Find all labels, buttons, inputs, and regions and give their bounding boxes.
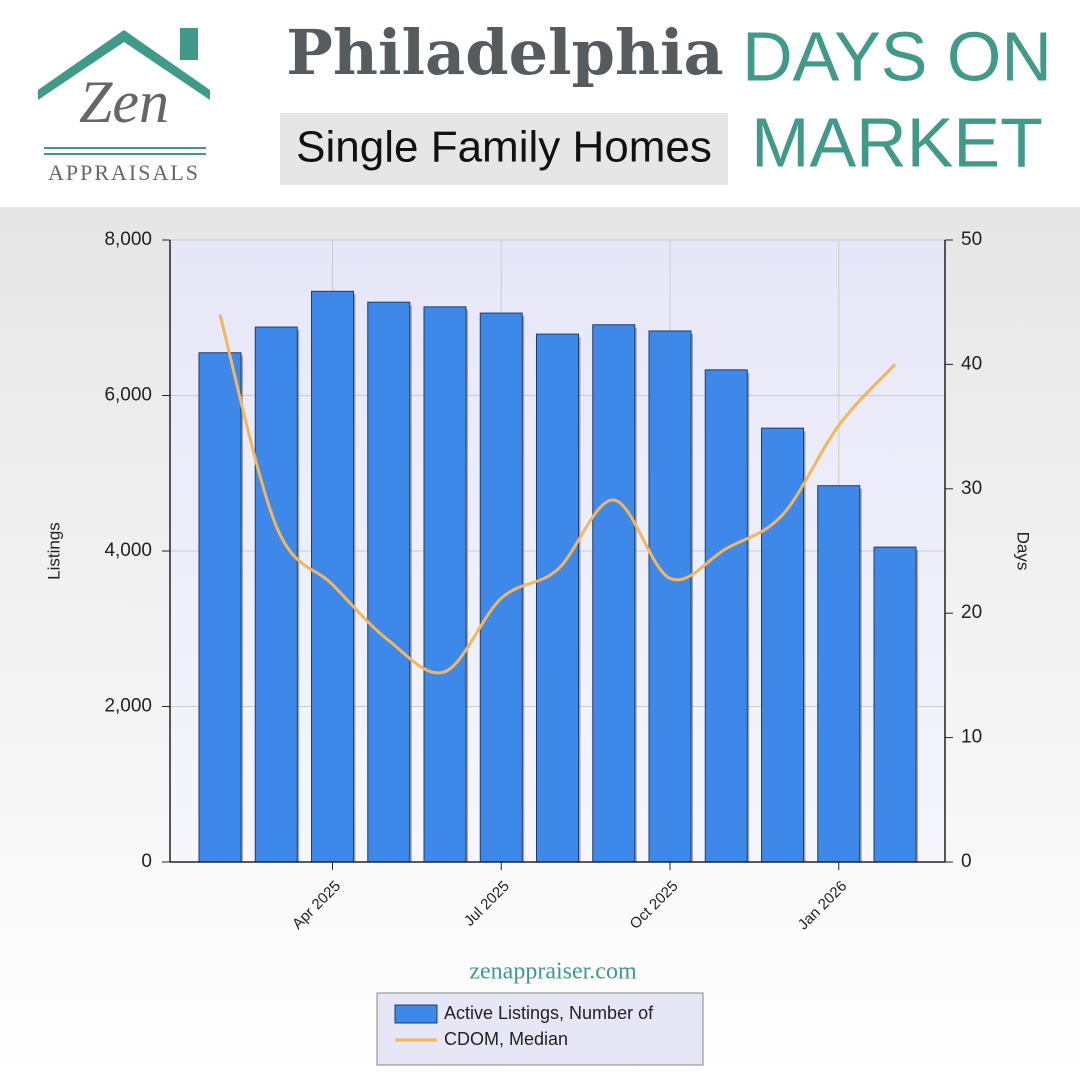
logo-name: Zen [79, 69, 169, 135]
bar [423, 306, 467, 863]
y-tick-label: 6,000 [104, 385, 152, 406]
bar [704, 369, 748, 863]
line [218, 314, 897, 675]
y2-tick-label: 20 [961, 602, 982, 623]
bar [254, 326, 298, 863]
bar [311, 290, 354, 863]
bar [817, 485, 861, 863]
y-tick-label: 4,000 [104, 540, 152, 561]
city-title: Philadelphia [286, 16, 723, 89]
bar [648, 330, 692, 863]
y2-tick-label: 0 [961, 851, 972, 872]
y2-tick-label: 50 [961, 229, 982, 250]
legend-label: CDOM, Median [444, 1029, 568, 1049]
bar [873, 546, 917, 863]
y2-axis-label: Days [1014, 532, 1033, 571]
legend-label: Active Listings, Number of [444, 1003, 654, 1023]
logo-sub: APPRAISALS [48, 160, 200, 185]
bar [592, 324, 636, 863]
y-tick-label: 2,000 [104, 696, 152, 717]
bar [536, 333, 579, 863]
y2-tick-label: 40 [961, 353, 982, 374]
metric-title: MARKET [751, 103, 1043, 181]
y-axis-label: Listings [44, 522, 63, 580]
y-tick-label: 8,000 [104, 229, 152, 250]
legend-swatch [394, 1004, 438, 1024]
metric-title: DAYS ON [742, 17, 1052, 95]
y-tick-label: 0 [141, 851, 152, 872]
logo-chimney [180, 28, 198, 60]
bar [367, 301, 411, 863]
y2-tick-label: 30 [961, 478, 982, 499]
bar [198, 352, 242, 863]
bar [761, 427, 804, 863]
website: zenappraiser.com [469, 959, 637, 985]
y2-tick-label: 10 [961, 727, 982, 748]
subtitle-box [280, 113, 728, 185]
subtitle: Single Family Homes [296, 123, 712, 172]
